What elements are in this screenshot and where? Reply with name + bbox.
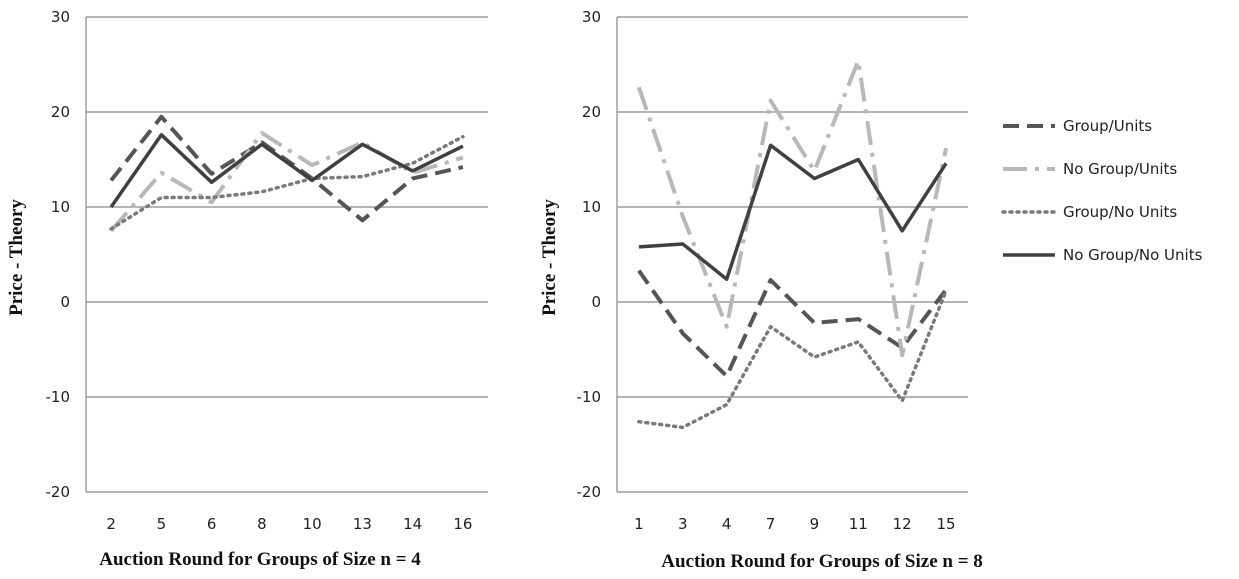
legend-label-no-group-units: No Group/Units bbox=[1063, 160, 1177, 178]
right-chart-panel: -20 -10 0 10 20 30 1 3 4 7 9 11 12 15 Auction Round fo… bbox=[539, 8, 983, 572]
legend-label-group-units: Group/Units bbox=[1063, 117, 1152, 135]
x-tick-label: 10 bbox=[303, 515, 322, 533]
legend-label-group-no-units: Group/No Units bbox=[1063, 203, 1177, 221]
series-line-no-group-no-units bbox=[638, 143, 948, 281]
y-tick-label: 10 bbox=[582, 198, 601, 216]
legend: Group/Units No Group/Units Group/No Units N… bbox=[1001, 117, 1203, 264]
y-tick-label: 30 bbox=[51, 8, 70, 26]
y-tick-label: -20 bbox=[46, 483, 71, 501]
series-line-no-group-units bbox=[109, 130, 464, 233]
x-tick-label: 12 bbox=[893, 515, 912, 533]
x-tick-label: 1 bbox=[634, 515, 644, 533]
x-tick-label: 5 bbox=[157, 515, 167, 533]
y-tick-label: 20 bbox=[51, 103, 70, 121]
x-tick-label: 7 bbox=[766, 515, 776, 533]
x-tick-label: 11 bbox=[849, 515, 868, 533]
x-tick-label: 14 bbox=[403, 515, 422, 533]
y-tick-label: 0 bbox=[591, 293, 601, 311]
y-axis-title: Price - Theory bbox=[539, 199, 560, 316]
x-axis-title: Auction Round for Groups of Size n = 8 bbox=[661, 551, 983, 572]
x-axis-title: Auction Round for Groups of Size n = 4 bbox=[99, 549, 421, 570]
series-line-group-units bbox=[637, 269, 948, 379]
x-tick-label: 2 bbox=[106, 515, 116, 533]
x-tick-label: 3 bbox=[678, 515, 688, 533]
x-tick-label: 15 bbox=[937, 515, 956, 533]
y-tick-label: 20 bbox=[582, 103, 601, 121]
x-tick-label: 8 bbox=[257, 515, 267, 533]
series-line-no-group-no-units bbox=[109, 133, 464, 209]
legend-label-no-group-no-units: No Group/No Units bbox=[1063, 246, 1203, 264]
y-tick-label: -10 bbox=[46, 388, 71, 406]
x-tick-label: 4 bbox=[722, 515, 732, 533]
y-tick-label: -20 bbox=[577, 483, 602, 501]
y-tick-label: 10 bbox=[51, 198, 70, 216]
x-tick-label: 13 bbox=[353, 515, 372, 533]
y-tick-label: -10 bbox=[577, 388, 602, 406]
series-line-group-no-units bbox=[109, 134, 465, 231]
x-tick-label: 16 bbox=[453, 515, 472, 533]
x-tick-label: 9 bbox=[810, 515, 820, 533]
series-line-group-no-units bbox=[637, 288, 948, 430]
y-axis-title: Price - Theory bbox=[6, 199, 27, 316]
x-tick-label: 6 bbox=[207, 515, 217, 533]
left-chart-panel: -20 -10 0 10 20 30 2 5 6 8 10 13 14 16 Auction Round f… bbox=[6, 8, 488, 570]
y-tick-label: 30 bbox=[582, 8, 601, 26]
series-line-no-group-units bbox=[637, 58, 949, 358]
y-tick-label: 0 bbox=[60, 293, 70, 311]
